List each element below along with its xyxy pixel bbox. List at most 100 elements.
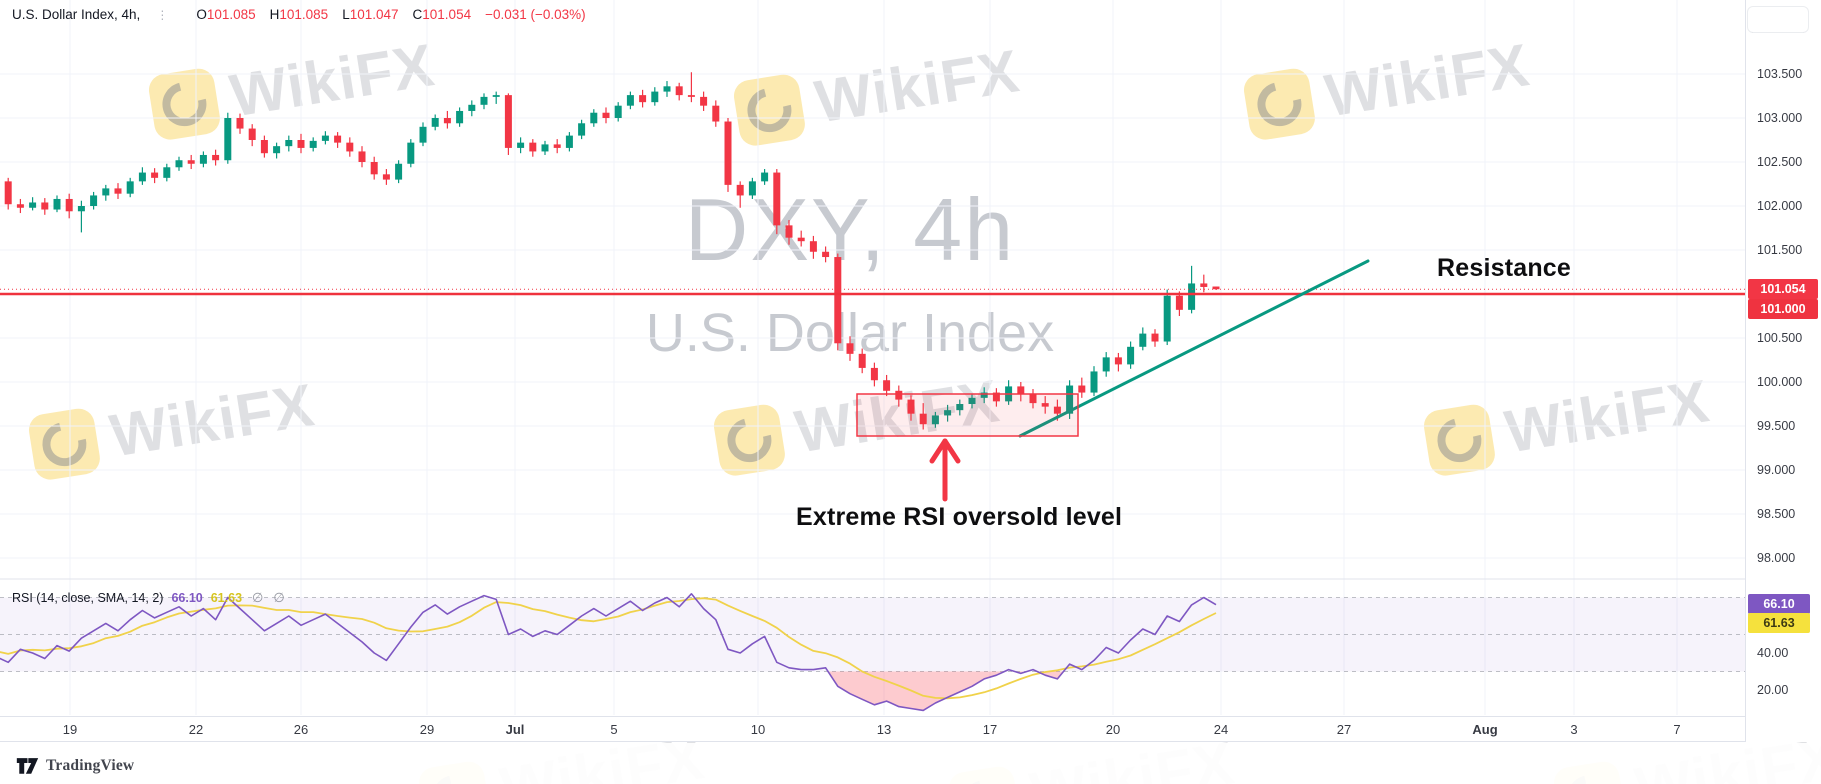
candle-body [90,195,98,206]
covered-price-label-box [1747,6,1809,33]
candle-body [553,144,561,148]
candle-body [248,128,256,140]
candle-body [1151,333,1159,342]
candle-body [504,95,512,148]
candle-body [1200,283,1208,287]
price-axis[interactable]: 101.054 101.000 66.10 61.63 103.500 103.0… [1745,0,1821,742]
candle-body [187,160,195,164]
candle-body [407,142,415,164]
candle-body [1053,406,1061,414]
candle-body [895,390,903,400]
candle-body [736,184,744,196]
candle-body [370,162,378,175]
tradingview-logo[interactable]: TradingView [16,755,134,776]
resistance-annotation[interactable]: Resistance [1437,254,1572,282]
time-axis-label: 10 [750,722,766,737]
candle-body [1175,295,1183,310]
time-axis-label: 5 [610,722,618,737]
time-axis-label: 13 [876,722,892,737]
price-axis-label: 103.500 [1757,67,1803,81]
indicator-hide-icon[interactable]: ∅ [252,590,264,605]
candle-body [944,410,952,416]
candle-body [822,251,830,258]
candle-body [651,91,659,103]
candle-body [16,204,24,208]
candle-body [919,413,927,425]
legend-menu-icon[interactable]: ⋮ [156,7,169,22]
horizontal-line-price-badge: 101.000 [1748,299,1818,319]
candle-body [395,163,403,180]
candle-body [1212,286,1220,290]
symbol-watermark: DXY, 4h U.S. Dollar Index [500,186,1200,361]
candle-body [212,154,220,161]
candle-body [151,172,159,178]
time-axis-label: Jul [505,722,525,737]
candle-body [968,397,976,404]
oversold-annotation[interactable]: Extreme RSI oversold level [796,503,1123,531]
time-axis-label: 26 [293,722,309,737]
ohlc-high-label: H [269,7,280,22]
time-axis-label: 17 [982,722,998,737]
candle-body [65,198,73,212]
ohlc-low-value: 101.047 [349,7,399,22]
time-axis-label: 24 [1213,722,1229,737]
candle-body [138,172,146,182]
candle-body [565,135,573,148]
rsi-indicator-legend: RSI (14, close, SMA, 14, 2) 66.10 61.63 … [12,590,285,606]
candle-body [773,172,781,226]
time-axis-label: 3 [1570,722,1578,737]
candle-body [1041,403,1049,407]
rsi-oversold-fill [1037,671,1064,679]
candle-body [1017,386,1025,395]
candle-body [761,172,769,182]
annotation-arrow-head [942,438,961,464]
candle-body [297,140,305,148]
price-axis-label: 101.500 [1757,243,1803,257]
candle-body [1078,385,1086,393]
ohlc-open-value: 101.085 [206,7,256,22]
candle-body [809,241,817,252]
price-axis-label: 98.500 [1757,507,1796,521]
candle-body [1066,385,1074,414]
candle-body [53,198,61,210]
candle-body [102,188,110,196]
rsi-sma-value: 61.63 [210,591,243,605]
ohlc-close-value: 101.054 [422,7,472,22]
ohlc-close-label: C [412,7,423,22]
candle-body [724,121,732,185]
candle-body [712,105,720,122]
candle-body [468,104,476,111]
candle-body [382,174,390,180]
candle-body [224,118,232,161]
rsi-axis-label: 20.00 [1757,683,1789,697]
candle-body [687,95,695,97]
indicator-settings-icon[interactable]: ∅ [273,590,285,605]
candle-body [907,399,915,414]
candle-body [1090,371,1098,393]
candle-body [285,140,293,147]
candle-body [675,86,683,96]
price-axis-label: 100.000 [1757,375,1803,389]
candle-body [199,154,207,164]
rsi-title[interactable]: RSI (14, close, SMA, 14, 2) [12,591,164,605]
candle-body [346,142,354,152]
candle-body [614,105,622,118]
time-axis-label: 19 [62,722,78,737]
candle-body [626,95,634,106]
time-axis[interactable]: 19 22 26 29 Jul 5 10 13 17 20 24 27 Aug 3 7 [0,716,1745,742]
candle-body [785,225,793,238]
symbol-title[interactable]: U.S. Dollar Index, 4h, [12,7,141,22]
candle-body [846,343,854,354]
candle-body [956,404,964,411]
candle-body [41,202,49,210]
candle-body [260,140,268,154]
candle-body [431,118,439,127]
candle-body [883,380,891,391]
candle-body [517,142,525,148]
rsi-oversold-fill [828,671,1005,711]
candle-body [236,118,244,129]
candle-body [602,112,610,118]
candle-body [126,181,134,194]
